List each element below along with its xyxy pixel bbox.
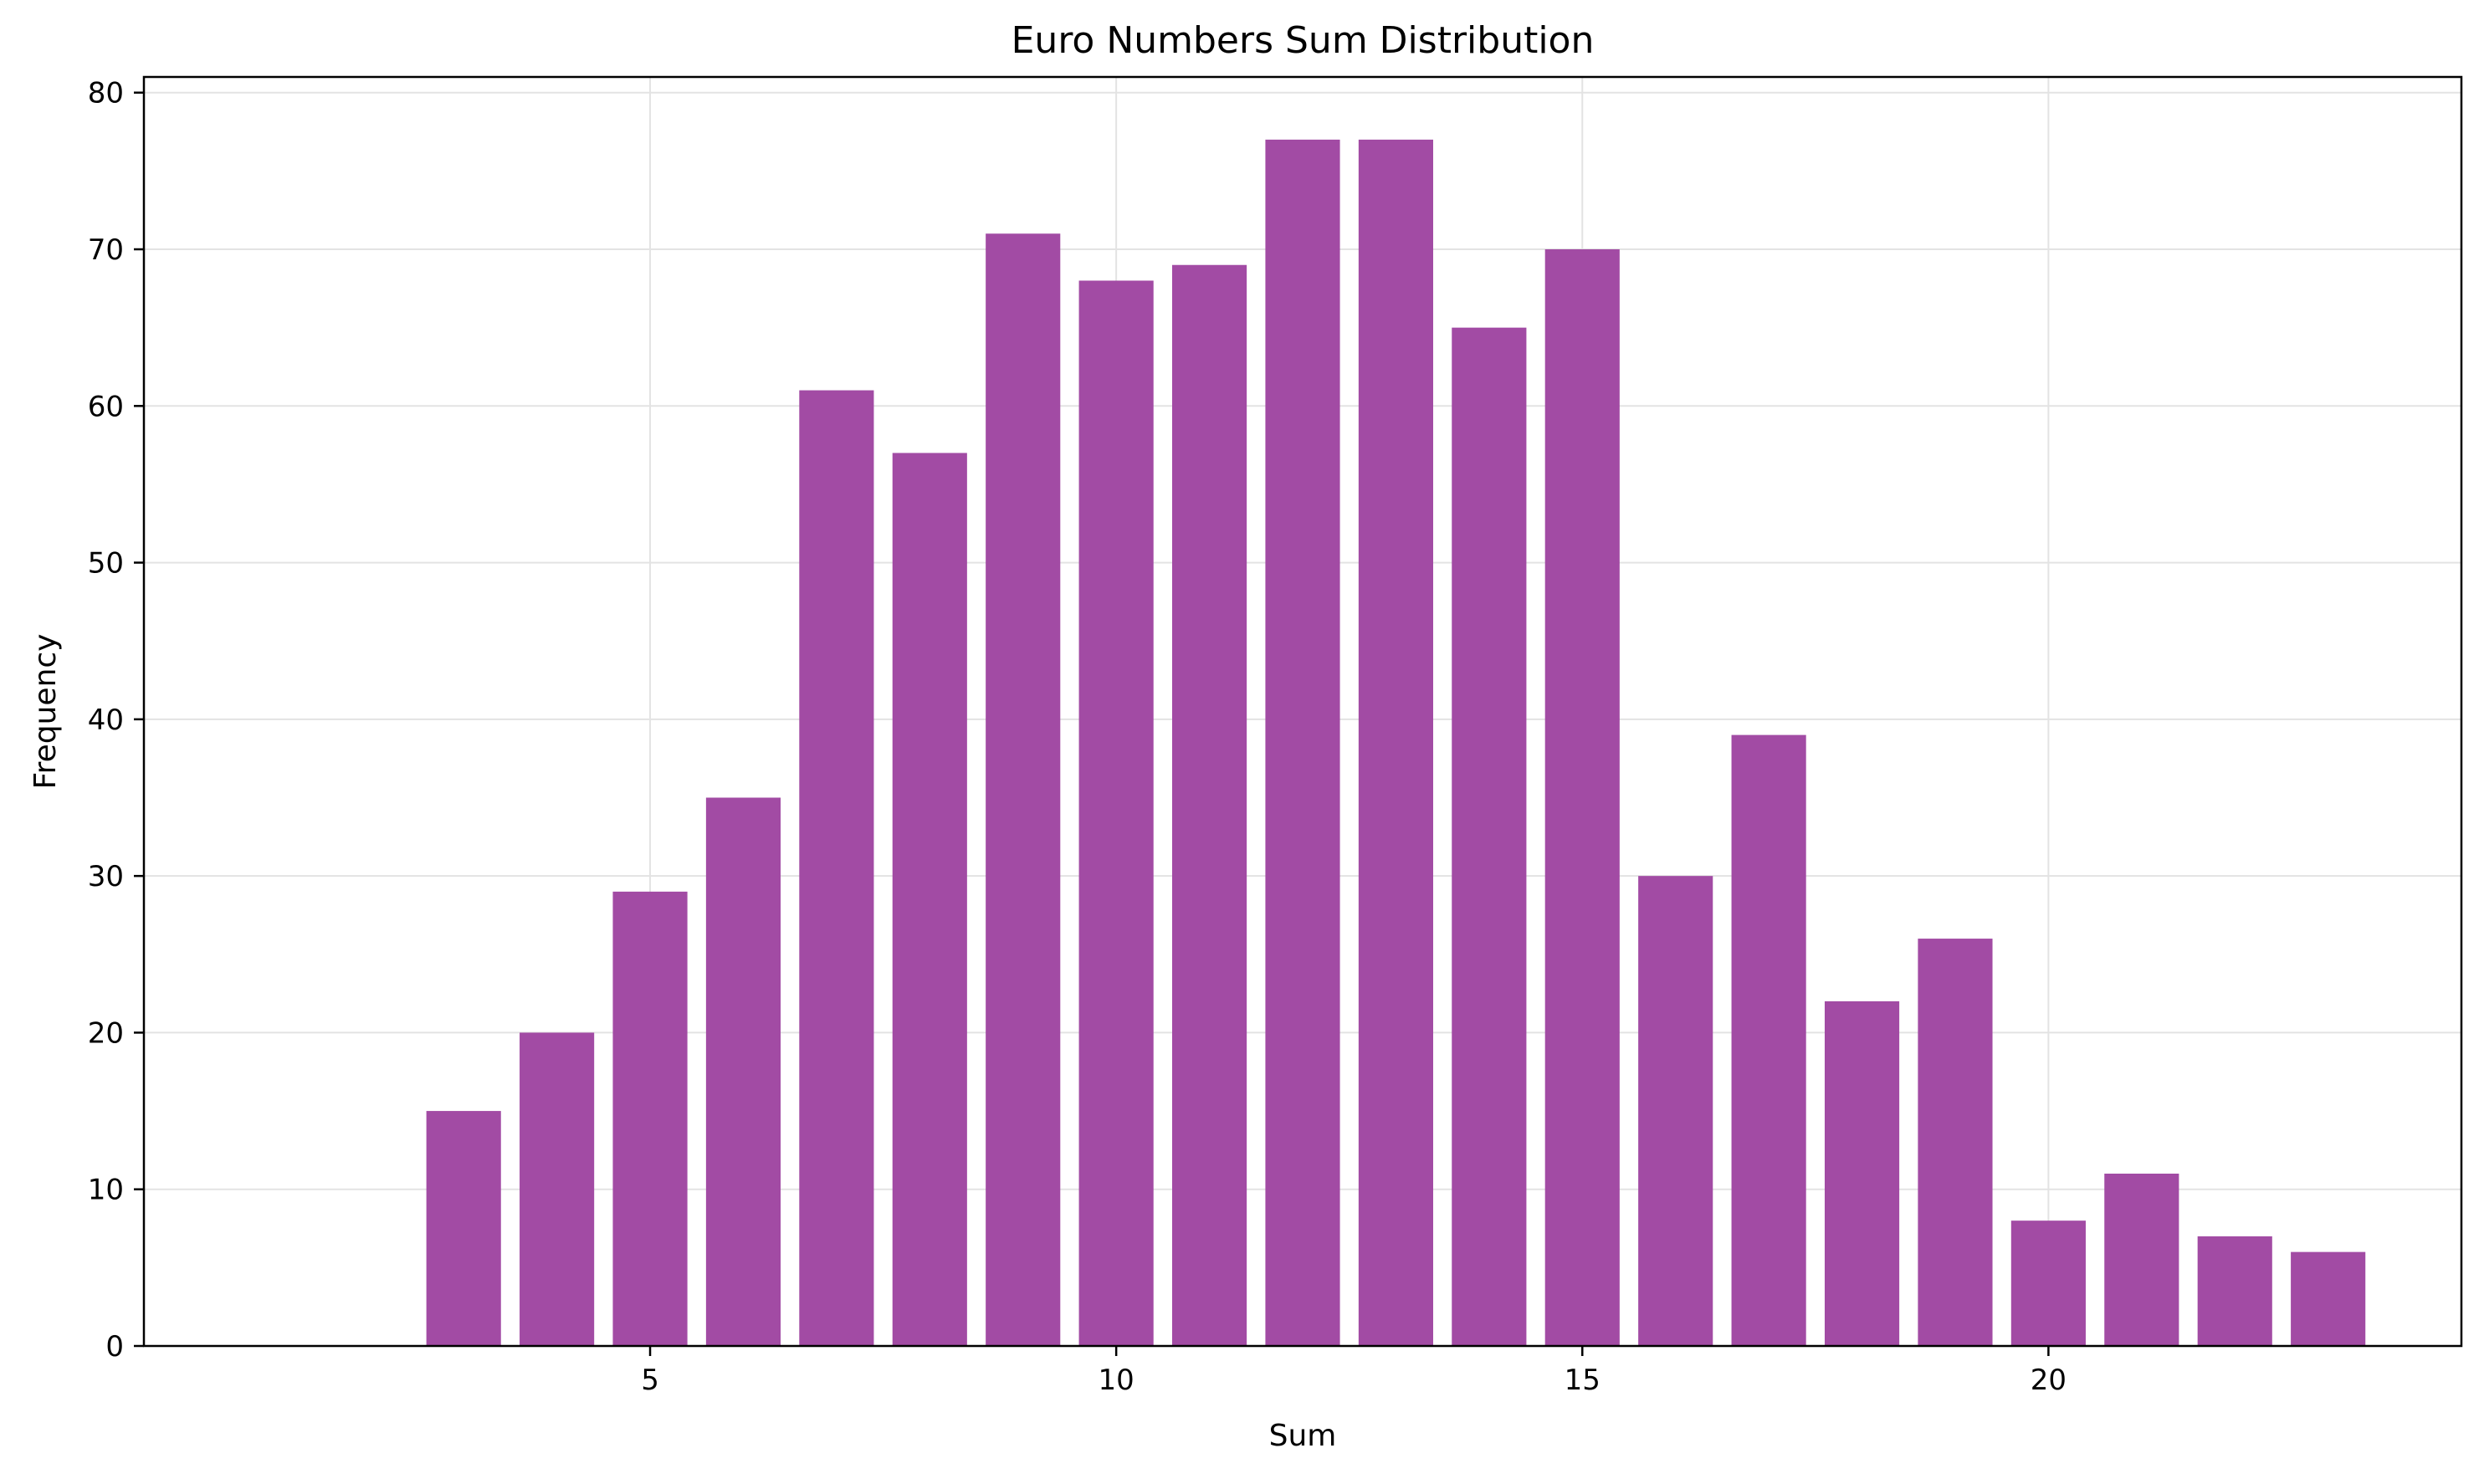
bar-sum-4	[520, 1032, 595, 1346]
bar-sum-5	[612, 891, 688, 1346]
bar-sum-9	[986, 233, 1061, 1346]
bar-sum-20	[2010, 1220, 2086, 1346]
y-axis-ticks: 0 10 20 30 40 50 60 70 80	[88, 77, 144, 1364]
bar-sum-12	[1265, 139, 1340, 1346]
bar-sum-19	[1918, 939, 1993, 1346]
y-tick-label: 10	[88, 1174, 124, 1207]
bar-sum-8	[892, 453, 967, 1347]
bars	[426, 139, 2366, 1347]
bar-sum-18	[1824, 1000, 1900, 1346]
y-tick-label: 0	[105, 1330, 124, 1364]
y-tick-label: 30	[88, 860, 124, 893]
bar-sum-7	[799, 390, 874, 1347]
bar-sum-3	[426, 1111, 501, 1346]
bar-sum-11	[1172, 264, 1247, 1347]
bar-sum-22	[2197, 1236, 2272, 1346]
x-axis-label: Sum	[1269, 1419, 1337, 1453]
bar-sum-16	[1638, 876, 1713, 1346]
y-tick-label: 50	[88, 547, 124, 581]
bar-sum-10	[1078, 280, 1154, 1347]
bar-sum-13	[1358, 139, 1433, 1346]
x-tick-label: 10	[1099, 1364, 1134, 1397]
x-tick-label: 5	[641, 1364, 659, 1397]
y-axis-label: Frequency	[28, 634, 63, 790]
bar-sum-23	[2291, 1251, 2366, 1346]
y-tick-label: 20	[88, 1016, 124, 1050]
bar-sum-6	[705, 797, 781, 1346]
bar-sum-17	[1731, 734, 1806, 1346]
bar-sum-14	[1452, 327, 1527, 1347]
y-tick-label: 60	[88, 390, 124, 423]
bar-sum-21	[2104, 1173, 2179, 1346]
plot-frame	[142, 75, 2463, 1348]
x-tick-label: 20	[2031, 1364, 2067, 1397]
y-tick-label: 80	[88, 77, 124, 110]
x-tick-label: 15	[1565, 1364, 1601, 1397]
x-axis-ticks: 5 10 15 20	[641, 1346, 2067, 1397]
y-tick-label: 70	[88, 233, 124, 267]
bar-sum-15	[1544, 249, 1620, 1347]
y-tick-label: 40	[88, 704, 124, 737]
chart-title: Euro Numbers Sum Distribution	[1012, 19, 1595, 62]
